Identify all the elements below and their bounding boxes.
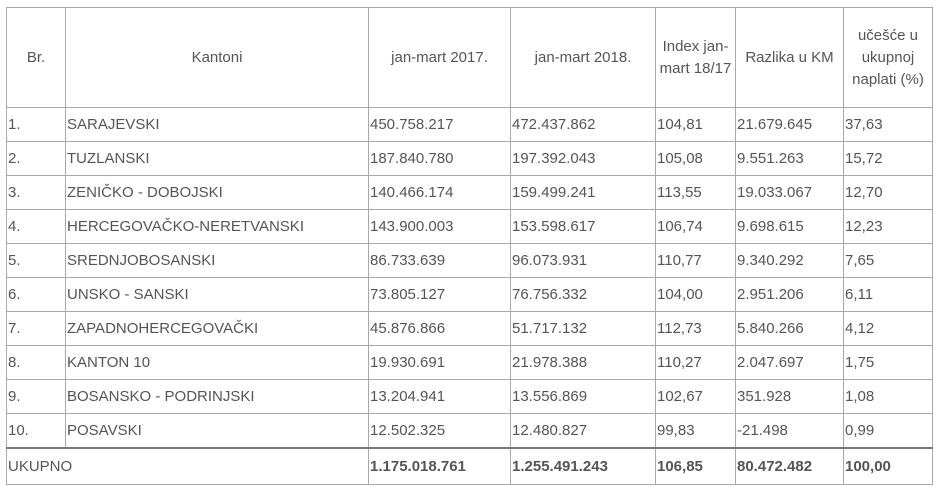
cell-br: 8. <box>6 345 66 380</box>
total-row: UKUPNO 1.175.018.761 1.255.491.243 106,85 80… <box>6 447 933 485</box>
cell-razlika: 2.951.206 <box>735 277 844 312</box>
cell-2018: 96.073.931 <box>510 243 656 278</box>
cell-kantoni: ZENIČKO - DOBOJSKI <box>65 175 369 210</box>
table-row: 8. KANTON 10 19.930.691 21.978.388 110,27 2.0… <box>6 345 933 380</box>
cell-razlika: 9.551.263 <box>735 141 844 176</box>
cell-2018: 12.480.827 <box>510 413 656 449</box>
cell-ucesce: 37,63 <box>843 107 933 142</box>
table-row: 4. HERCEGOVAČKO-NERETVANSKI 143.900.003 153… <box>6 209 933 244</box>
cell-kantoni: SREDNJOBOSANSKI <box>65 243 369 278</box>
cell-index: 113,55 <box>655 175 736 210</box>
cell-kantoni: BOSANSKO - PODRINJSKI <box>65 379 369 414</box>
cell-kantoni: POSAVSKI <box>65 413 369 449</box>
cell-br: 10. <box>6 413 66 449</box>
cell-ucesce: 6,11 <box>843 277 933 312</box>
cell-2018: 472.437.862 <box>510 107 656 142</box>
cell-razlika: 5.840.266 <box>735 311 844 346</box>
cell-razlika: 2.047.697 <box>735 345 844 380</box>
cell-br: 5. <box>6 243 66 278</box>
table-row: 1. SARAJEVSKI 450.758.217 472.437.862 104,81… <box>6 107 933 142</box>
table-row: 5. SREDNJOBOSANSKI 86.733.639 96.073.931 110… <box>6 243 933 278</box>
cell-razlika: 351.928 <box>735 379 844 414</box>
kantoni-table: Br. Kantoni jan-mart 2017. jan-mart 2018. In… <box>6 7 933 485</box>
header-razlika: Razlika u KM <box>735 7 844 108</box>
cell-2017: 13.204.941 <box>368 379 511 414</box>
header-2018: jan-mart 2018. <box>510 7 656 108</box>
cell-razlika: -21.498 <box>735 413 844 449</box>
cell-kantoni: TUZLANSKI <box>65 141 369 176</box>
table-row: 6. UNSKO - SANSKI 73.805.127 76.756.332 104,… <box>6 277 933 312</box>
cell-2018: 159.499.241 <box>510 175 656 210</box>
header-index: Index jan-mart 18/17 <box>655 7 736 108</box>
cell-index: 110,77 <box>655 243 736 278</box>
cell-kantoni: ZAPADNOHERCEGOVAČKI <box>65 311 369 346</box>
cell-index: 112,73 <box>655 311 736 346</box>
cell-ucesce: 12,70 <box>843 175 933 210</box>
cell-ucesce: 4,12 <box>843 311 933 346</box>
cell-2017: 45.876.866 <box>368 311 511 346</box>
total-index: 106,85 <box>655 447 736 485</box>
cell-ucesce: 15,72 <box>843 141 933 176</box>
cell-2018: 51.717.132 <box>510 311 656 346</box>
cell-2018: 21.978.388 <box>510 345 656 380</box>
cell-razlika: 19.033.067 <box>735 175 844 210</box>
cell-index: 106,74 <box>655 209 736 244</box>
cell-kantoni: UNSKO - SANSKI <box>65 277 369 312</box>
table-row: 7. ZAPADNOHERCEGOVAČKI 45.876.866 51.717.13… <box>6 311 933 346</box>
total-2017: 1.175.018.761 <box>368 447 511 485</box>
table-row: 9. BOSANSKO - PODRINJSKI 13.204.941 13.556.… <box>6 379 933 414</box>
cell-ucesce: 1,08 <box>843 379 933 414</box>
cell-ucesce: 7,65 <box>843 243 933 278</box>
cell-2017: 12.502.325 <box>368 413 511 449</box>
cell-br: 1. <box>6 107 66 142</box>
cell-razlika: 9.340.292 <box>735 243 844 278</box>
cell-ucesce: 1,75 <box>843 345 933 380</box>
cell-kantoni: HERCEGOVAČKO-NERETVANSKI <box>65 209 369 244</box>
cell-br: 9. <box>6 379 66 414</box>
cell-razlika: 9.698.615 <box>735 209 844 244</box>
table-row: 10. POSAVSKI 12.502.325 12.480.827 99,83 -21.… <box>6 413 933 449</box>
cell-kantoni: SARAJEVSKI <box>65 107 369 142</box>
total-2018: 1.255.491.243 <box>510 447 656 485</box>
header-br: Br. <box>6 7 66 108</box>
total-razlika: 80.472.482 <box>735 447 844 485</box>
cell-ucesce: 0,99 <box>843 413 933 449</box>
cell-kantoni: KANTON 10 <box>65 345 369 380</box>
cell-index: 102,67 <box>655 379 736 414</box>
cell-index: 105,08 <box>655 141 736 176</box>
cell-br: 6. <box>6 277 66 312</box>
cell-razlika: 21.679.645 <box>735 107 844 142</box>
cell-index: 99,83 <box>655 413 736 449</box>
cell-2017: 187.840.780 <box>368 141 511 176</box>
header-row: Br. Kantoni jan-mart 2017. jan-mart 2018. In… <box>6 7 933 108</box>
cell-2017: 73.805.127 <box>368 277 511 312</box>
cell-2017: 86.733.639 <box>368 243 511 278</box>
cell-index: 104,81 <box>655 107 736 142</box>
cell-ucesce: 12,23 <box>843 209 933 244</box>
cell-br: 3. <box>6 175 66 210</box>
total-ucesce: 100,00 <box>843 447 933 485</box>
total-label: UKUPNO <box>6 447 369 485</box>
cell-br: 4. <box>6 209 66 244</box>
cell-2018: 76.756.332 <box>510 277 656 312</box>
header-2017: jan-mart 2017. <box>368 7 511 108</box>
header-ucesce: učešće u ukupnoj naplati (%) <box>843 7 933 108</box>
cell-2017: 450.758.217 <box>368 107 511 142</box>
cell-2017: 140.466.174 <box>368 175 511 210</box>
cell-index: 110,27 <box>655 345 736 380</box>
cell-2017: 19.930.691 <box>368 345 511 380</box>
cell-2017: 143.900.003 <box>368 209 511 244</box>
cell-2018: 197.392.043 <box>510 141 656 176</box>
table-row: 2. TUZLANSKI 187.840.780 197.392.043 105,08 9… <box>6 141 933 176</box>
header-kantoni: Kantoni <box>65 7 369 108</box>
cell-br: 2. <box>6 141 66 176</box>
table-row: 3. ZENIČKO - DOBOJSKI 140.466.174 159.499.2… <box>6 175 933 210</box>
cell-index: 104,00 <box>655 277 736 312</box>
cell-2018: 153.598.617 <box>510 209 656 244</box>
cell-2018: 13.556.869 <box>510 379 656 414</box>
cell-br: 7. <box>6 311 66 346</box>
